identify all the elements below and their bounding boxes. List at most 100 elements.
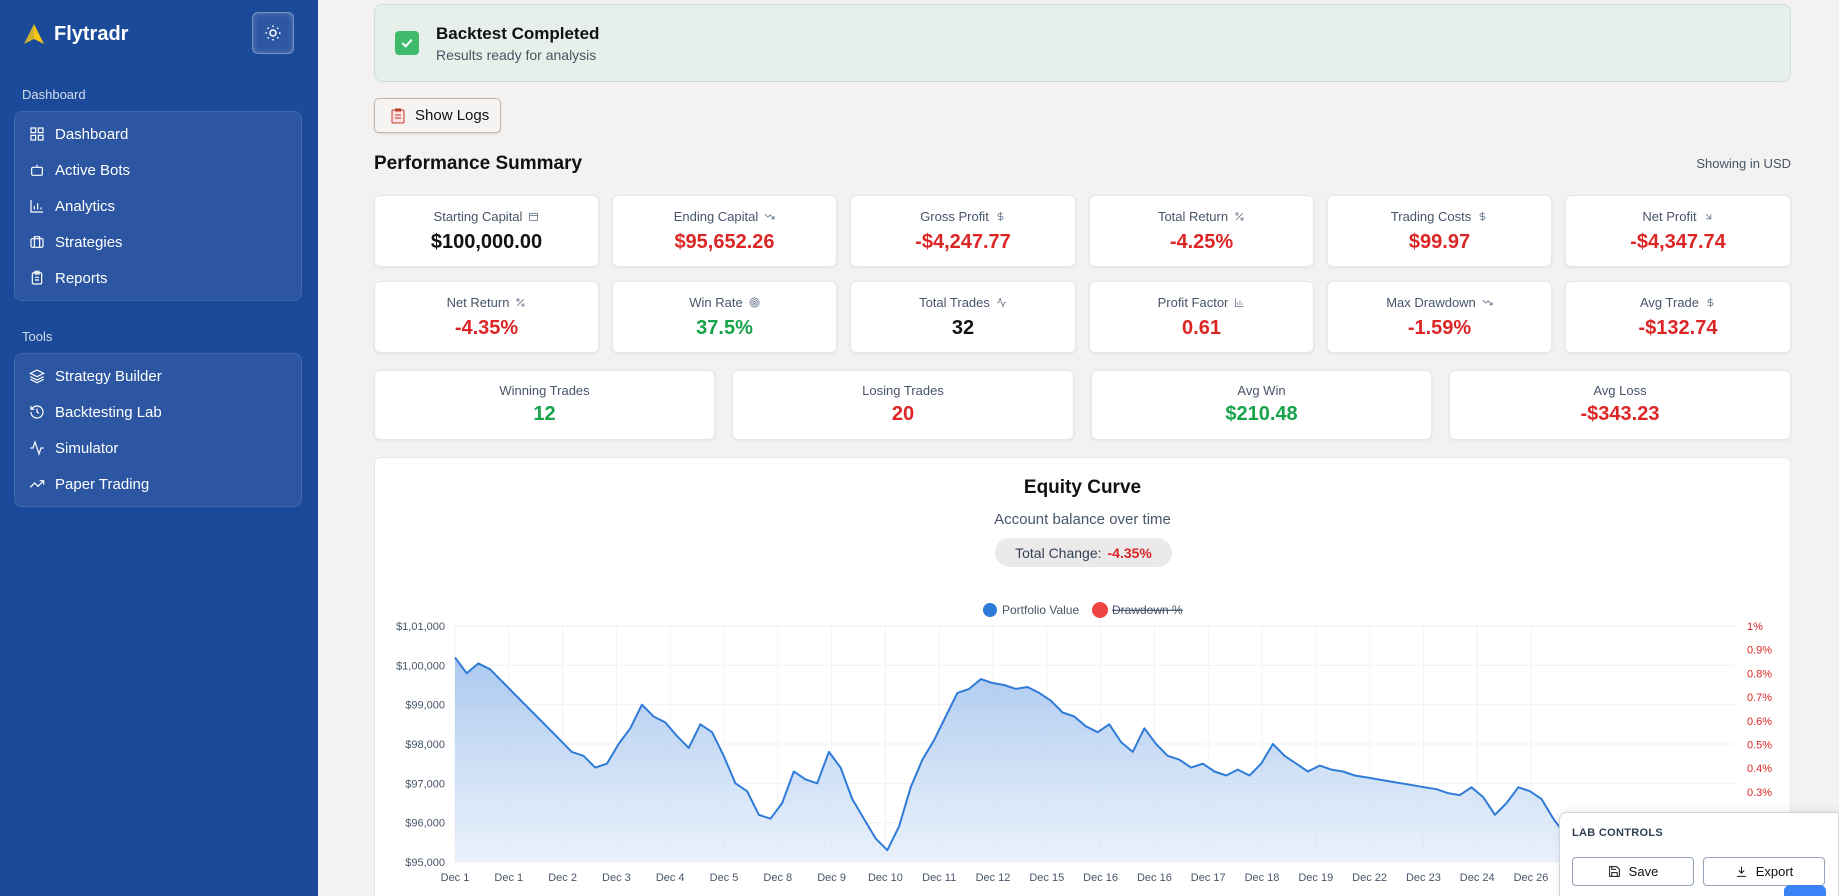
logo-icon xyxy=(24,24,44,44)
sidebar-item-strategy-builder[interactable]: Strategy Builder xyxy=(15,358,301,394)
metric-card-total-return: Total Return -4.25% xyxy=(1089,195,1314,267)
equity-curve-panel: Equity Curve Account balance over time T… xyxy=(374,457,1791,896)
dollar-icon xyxy=(997,211,1004,222)
sidebar-item-dashboard[interactable]: Dashboard xyxy=(15,116,301,152)
sidebar-item-label: Analytics xyxy=(55,197,116,215)
metric-label: Max Drawdown xyxy=(1386,295,1476,310)
dollar-icon xyxy=(1707,297,1714,308)
x-tick-label: Dec 3 xyxy=(602,872,631,884)
metric-label: Net Profit xyxy=(1642,209,1697,224)
metric-value: -$132.74 xyxy=(1638,317,1718,339)
export-label: Export xyxy=(1755,864,1794,879)
bot-icon xyxy=(31,164,43,176)
metric-card-avg-win: Avg Win $210.48 xyxy=(1091,370,1432,440)
section-label-dashboard: Dashboard xyxy=(22,87,86,102)
banner-subtitle: Results ready for analysis xyxy=(436,47,597,63)
legend-label: Drawdown % xyxy=(1112,603,1183,617)
sidebar-item-analytics[interactable]: Analytics xyxy=(15,188,301,224)
metric-card-total-trades: Total Trades 32 xyxy=(850,281,1076,353)
metric-label: Avg Win xyxy=(1237,383,1286,398)
download-icon xyxy=(1736,866,1746,877)
save-label: Save xyxy=(1628,864,1659,879)
history-icon xyxy=(30,405,44,419)
x-tick-label: Dec 1 xyxy=(494,872,523,884)
sidebar-item-reports[interactable]: Reports xyxy=(15,260,301,296)
export-button[interactable]: Export xyxy=(1703,857,1825,886)
target-icon xyxy=(749,297,760,308)
sidebar-item-simulator[interactable]: Simulator xyxy=(15,430,301,466)
metric-card-net-profit: Net Profit -$4,347.74 xyxy=(1565,195,1791,267)
sidebar-item-strategies[interactable]: Strategies xyxy=(15,224,301,260)
sidebar-item-label: Reports xyxy=(55,269,108,287)
sidebar-item-paper-trading[interactable]: Paper Trading xyxy=(15,466,301,502)
metric-value: 12 xyxy=(533,403,556,425)
metric-label: Gross Profit xyxy=(920,209,989,224)
metric-value: -$4,347.74 xyxy=(1630,231,1726,253)
sidebar: Flytradr Dashboard Dashboard Active Bots… xyxy=(0,0,318,896)
sidebar-item-active-bots[interactable]: Active Bots xyxy=(15,152,301,188)
sidebar-item-label: Paper Trading xyxy=(55,475,150,493)
nav-group-tools: Strategy Builder Backtesting Lab Simulat… xyxy=(14,353,302,507)
metric-value: -4.35% xyxy=(454,317,519,339)
brand[interactable]: Flytradr xyxy=(22,22,128,46)
metric-label: Total Return xyxy=(1157,209,1229,224)
scroll-fab[interactable] xyxy=(1784,885,1826,896)
x-tick-label: Dec 16 xyxy=(1083,872,1118,884)
metric-label: Trading Costs xyxy=(1390,209,1472,224)
check-icon xyxy=(395,31,419,55)
metric-label: Starting Capital xyxy=(433,209,523,224)
section-label-tools: Tools xyxy=(22,329,53,344)
bar-chart-icon xyxy=(30,200,43,213)
sidebar-item-label: Strategy Builder xyxy=(55,367,162,385)
theme-toggle-button[interactable] xyxy=(252,12,294,54)
y-tick-label: $95,000 xyxy=(405,857,445,869)
activity-icon xyxy=(996,297,1006,308)
x-tick-label: Dec 22 xyxy=(1352,872,1387,884)
save-icon xyxy=(1608,866,1620,877)
metric-card-avg-loss: Avg Loss -$343.23 xyxy=(1449,370,1791,440)
metric-card-ending-capital: Ending Capital $95,652.26 xyxy=(612,195,837,267)
equity-chart[interactable]: $95,000 $96,000 $97,000 $98,000 $99,000 $1,00… xyxy=(375,458,1792,896)
metric-label: Ending Capital xyxy=(673,209,759,224)
trending-down-icon xyxy=(1482,299,1493,306)
x-tick-label: Dec 5 xyxy=(710,872,739,884)
save-button[interactable]: Save xyxy=(1572,857,1694,886)
metric-value: -4.25% xyxy=(1169,231,1234,253)
x-tick-label: Dec 9 xyxy=(817,872,846,884)
y-tick-label: $1,01,000 xyxy=(396,621,445,633)
legend-marker xyxy=(983,603,997,617)
sidebar-item-backtesting-lab[interactable]: Backtesting Lab xyxy=(15,394,301,430)
bar-chart-icon xyxy=(1235,298,1245,308)
y-tick-label: $96,000 xyxy=(405,818,445,830)
y2-tick-label: 0.6% xyxy=(1747,716,1772,728)
x-tick-label: Dec 24 xyxy=(1460,872,1495,884)
chart-title: Equity Curve xyxy=(1023,477,1142,498)
y2-tick-label: 0.7% xyxy=(1747,692,1772,704)
metric-value: 20 xyxy=(891,403,915,425)
show-logs-button[interactable]: Show Logs xyxy=(374,98,501,133)
metric-card-max-drawdown: Max Drawdown -1.59% xyxy=(1327,281,1552,353)
percent-icon xyxy=(1235,212,1244,221)
metric-value: 37.5% xyxy=(696,317,753,339)
metric-value: -$4,247.77 xyxy=(915,231,1011,253)
x-tick-label: Dec 8 xyxy=(763,872,792,884)
y2-tick-label: 0.4% xyxy=(1747,763,1772,775)
x-tick-label: Dec 2 xyxy=(548,872,577,884)
briefcase-icon xyxy=(30,236,44,248)
trending-down-icon xyxy=(764,213,775,220)
metric-value: -1.59% xyxy=(1407,317,1472,339)
sidebar-item-label: Strategies xyxy=(55,233,123,251)
metric-label: Avg Trade xyxy=(1639,295,1700,310)
nav-group-dashboard: Dashboard Active Bots Analytics Strategi… xyxy=(14,111,302,301)
arrow-down-right-icon xyxy=(1705,213,1711,220)
total-change-label: Total Change: xyxy=(1015,544,1102,561)
total-change-value: -4.35% xyxy=(1107,544,1152,561)
x-tick-label: Dec 4 xyxy=(656,872,685,884)
metric-value: $210.48 xyxy=(1225,403,1298,425)
x-tick-label: Dec 15 xyxy=(1029,872,1064,884)
metric-card-trading-costs: Trading Costs $99.97 xyxy=(1327,195,1552,267)
metric-label: Profit Factor xyxy=(1157,295,1229,310)
metric-card-profit-factor: Profit Factor 0.61 xyxy=(1089,281,1314,353)
lab-controls-panel: LAB CONTROLS Save Export xyxy=(1559,812,1839,896)
y2-tick-label: 0.9% xyxy=(1747,645,1772,657)
